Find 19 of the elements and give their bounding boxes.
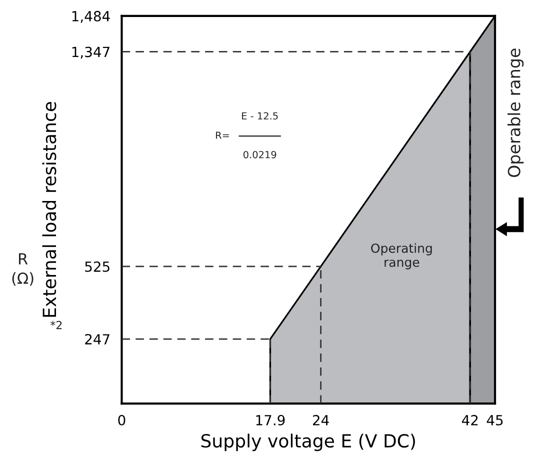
y-tick-label: 1,484 <box>72 10 110 23</box>
y-tick-label: 525 <box>85 261 110 272</box>
y-tick-label: 1,347 <box>72 46 110 59</box>
x-tick-label: 24 <box>312 414 329 426</box>
y-tick-label: 247 <box>85 334 110 344</box>
x-tick-label: 17.9 <box>256 414 285 426</box>
text: *2 <box>50 320 62 330</box>
annotation: R= <box>216 132 229 139</box>
x-axis-title: Supply voltage E (V DC) <box>201 434 415 452</box>
x-tick-label: 0 <box>118 414 126 426</box>
text: R <box>18 253 28 264</box>
y-axis-title: External load resistance <box>42 102 56 317</box>
x-tick-label: 42 <box>462 414 478 426</box>
text: (Ω) <box>12 272 34 286</box>
x-tick-label: 45 <box>486 415 503 426</box>
annotation: Operating range <box>371 243 432 270</box>
annotation: 0.0219 <box>243 150 276 158</box>
text: Operable range <box>507 48 524 178</box>
annotation: E - 12.5 <box>242 112 278 120</box>
